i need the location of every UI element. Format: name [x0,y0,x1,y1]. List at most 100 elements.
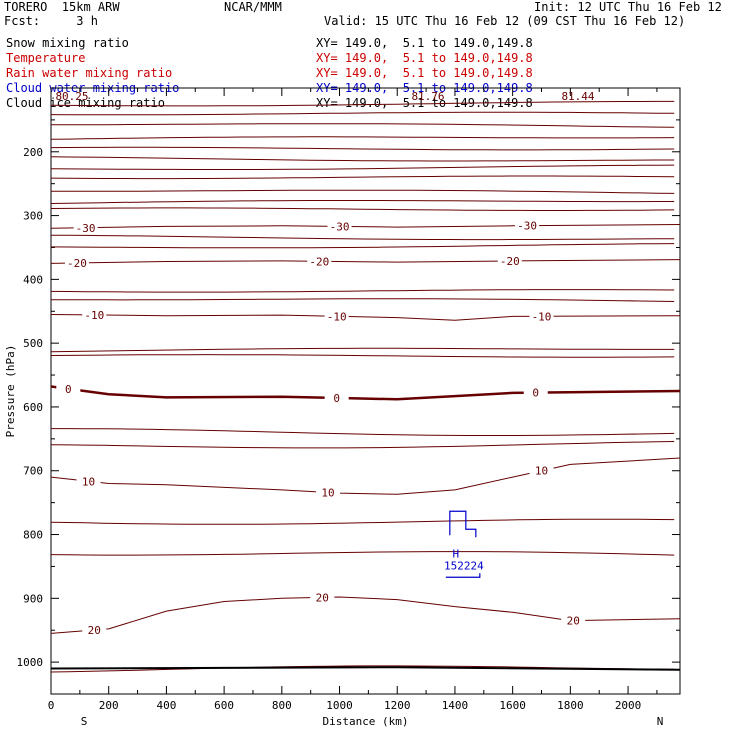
x-tick-label: 1000 [326,699,353,712]
contour-label-bg [529,310,554,323]
isoline [51,298,675,302]
x-tick-label: 1200 [384,699,411,712]
y-tick-label: 500 [23,337,43,350]
isoline [51,136,675,140]
x-tick-label: 1800 [557,699,584,712]
top-annotation: 81.44 [561,90,594,103]
temperature-contour-label: -20 [309,255,329,268]
contour-label-bg [307,255,332,268]
temperature-contour [51,596,680,634]
temperature-contour-label: 0 [532,387,539,400]
isoline [51,156,675,162]
contour-label-bg [561,614,586,627]
x-tick-label: 0 [48,699,55,712]
forecast-hour: Fcst: 3 h [4,14,98,28]
cloud-water-max-value: 152224 [444,559,484,572]
init-time: Init: 12 UTC Thu 16 Feb 12 [534,0,722,14]
x-tick-label: 600 [214,699,234,712]
legend-xy: XY= 149.0, 5.1 to 149.0,149.8 [316,51,533,65]
ground-line [51,666,680,671]
temperature-contour-label: 0 [65,383,72,396]
isoline [51,354,675,358]
isoline [51,347,675,353]
isoline [51,441,675,449]
legend-label: Snow mixing ratio [6,36,129,50]
y-tick-label: 600 [23,401,43,414]
x-tick-label: 200 [99,699,119,712]
temperature-contour-label: -10 [84,309,104,322]
isoline [51,243,675,249]
temperature-contour-label: 0 [333,392,340,405]
temperature-contour-label: 10 [321,486,334,499]
temperature-contour-label: 10 [82,475,95,488]
isoline [51,200,675,204]
temperature-contour [51,314,680,321]
y-axis-label: Pressure (hPa) [4,345,17,438]
contour-label-bg [310,591,335,604]
y-tick-label: 900 [23,592,43,605]
temperature-contour-label: -20 [67,257,87,270]
y-tick-label: 800 [23,529,43,542]
isoline [51,100,675,107]
temperature-contour-label: 20 [316,591,329,604]
contour-label-bg [529,464,554,477]
y-tick-label: 700 [23,465,43,478]
contour-label-bg [497,254,522,267]
y-tick-label: 1000 [17,656,44,669]
temperature-contour [51,457,680,495]
temperature-contour-label: -20 [500,255,520,268]
top-annotation: 81.76 [411,90,444,103]
legend-label: Cloud ice mixing ratio [6,96,165,110]
contour-label-bg [315,486,340,499]
contour-label-bg [324,391,349,404]
top-annotation: 80.25 [55,90,88,103]
legend-label: Temperature [6,51,86,65]
contour-label-bg [515,219,540,232]
isoline [51,551,675,556]
contour-label-bg [73,221,98,234]
legend-xy: XY= 149.0, 5.1 to 149.0,149.8 [316,36,533,50]
y-tick-label: 300 [23,210,43,223]
temperature-contour [51,259,680,264]
cloud-water-contour [445,510,481,578]
contour-label-bg [76,475,101,488]
contour-label-bg [64,256,89,269]
legend-label: Rain water mixing ratio [6,66,173,80]
temperature-contour-label: 10 [535,465,548,478]
y-tick-label: 200 [23,146,43,159]
x-tick-label: 400 [156,699,176,712]
north-end-label: N [657,715,664,728]
contour-label-bg [56,382,81,395]
isoline [51,289,675,293]
isoline [51,146,675,151]
contour-label-bg [82,308,107,321]
temperature-contour-label: -10 [532,310,552,323]
contour-label-bg [82,624,107,637]
model-title: TORERO 15km ARW [4,0,120,14]
isoline [51,189,675,194]
temperature-contour [51,385,680,401]
x-tick-label: 800 [272,699,292,712]
south-end-label: S [81,715,88,728]
center-name: NCAR/MMM [224,0,282,14]
temperature-contour-label: 20 [88,624,101,637]
contour-label-bg [324,310,349,323]
temperature-contour-label: -10 [327,310,347,323]
contour-label-bg [523,386,548,399]
isoline [51,111,675,116]
temperature-contour-label: -30 [517,220,537,233]
isoline [51,428,675,436]
legend-xy: XY= 149.0, 5.1 to 149.0,149.8 [316,66,533,80]
cloud-water-max-marker: H [453,547,460,560]
y-tick-label: 400 [23,273,43,286]
temperature-contour [51,224,680,229]
x-tick-label: 1400 [442,699,469,712]
x-tick-label: 1600 [499,699,526,712]
temperature-contour-label: -30 [330,220,350,233]
isoline [51,123,675,128]
isoline [51,207,675,211]
contour-label-bg [327,220,352,233]
isoline [51,164,675,170]
isoline [51,518,675,525]
